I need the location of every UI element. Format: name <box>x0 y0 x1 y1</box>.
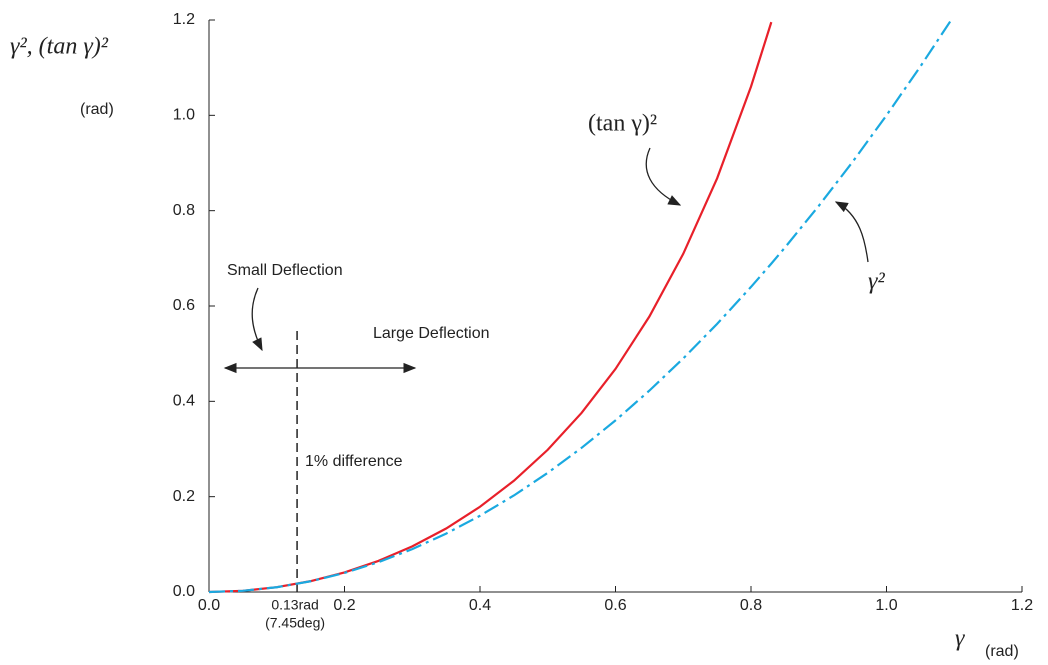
y-title: γ², (tan γ)² <box>10 34 109 60</box>
curve-label-sq: γ² <box>868 269 885 295</box>
x-tick-label: 1.2 <box>1011 597 1033 614</box>
threshold-label: 0.13rad <box>271 597 318 613</box>
x-tick-label: 0.4 <box>469 597 491 614</box>
annotation: Small Deflection <box>227 262 343 279</box>
y-tick-label: 0.0 <box>173 583 195 600</box>
y-tick-label: 0.8 <box>173 202 195 219</box>
x-tick-label: 0.6 <box>604 597 626 614</box>
annotation: 1% difference <box>305 453 403 470</box>
x-unit: (rad) <box>985 643 1019 660</box>
y-tick-label: 0.4 <box>173 393 195 410</box>
y-tick-label: 0.2 <box>173 488 195 505</box>
x-tick-label: 1.0 <box>875 597 897 614</box>
pointer-arrow <box>252 288 262 350</box>
data-line <box>209 22 771 592</box>
pointer-arrow <box>836 202 868 262</box>
pointer-arrow <box>646 148 680 205</box>
x-tick-label: 0.0 <box>198 597 220 614</box>
annotation: Large Deflection <box>373 325 490 342</box>
x-tick-label: 0.8 <box>740 597 762 614</box>
x-tick-label: 0.2 <box>333 597 355 614</box>
x-title: γ <box>955 626 965 652</box>
threshold-deg: (7.45deg) <box>265 615 325 631</box>
y-tick-label: 0.6 <box>173 297 195 314</box>
y-unit: (rad) <box>80 101 114 118</box>
y-tick-label: 1.0 <box>173 107 195 124</box>
y-tick-label: 1.2 <box>173 11 195 28</box>
curve-label-tan: (tan γ)² <box>588 111 657 137</box>
chart: γ², (tan γ)² (rad) γ (rad) (tan γ)² γ² S… <box>0 0 1048 665</box>
data-line <box>209 20 951 592</box>
